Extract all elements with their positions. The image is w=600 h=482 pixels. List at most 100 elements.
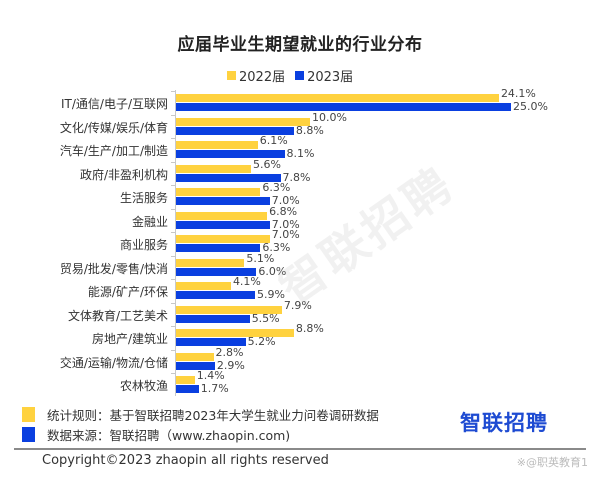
value-label-2023: 25.0% (513, 100, 548, 113)
bar-chart: IT/通信/电子/互联网 24.1% 25.0% 文化/传媒/娱乐/体育 10.0% 8.… (0, 87, 600, 398)
chart-row: 汽车/生产/加工/制造 6.1% 8.1% (0, 134, 600, 162)
bar-2023 (176, 220, 270, 229)
value-label-2022: 7.9% (283, 298, 312, 312)
bar-2023 (176, 197, 270, 205)
value-label-2023: 1.7% (200, 382, 229, 395)
value-label-2022: 4.1% (232, 275, 261, 288)
chart-row: 金融业 6.8% 7.0% (0, 205, 600, 233)
zhaopin-logo: 智联招聘 (460, 411, 548, 435)
value-label-2022: 10.0% (312, 110, 347, 124)
legend-label-2023: 2023届 (307, 70, 354, 85)
category-label: 农林牧渔 (119, 379, 168, 393)
bar-2023 (176, 314, 250, 323)
bar-2022 (176, 141, 258, 149)
category-label: 生活服务 (119, 191, 168, 205)
bar-2022 (176, 164, 252, 173)
bar-2023 (176, 173, 281, 182)
axis-tick (171, 232, 175, 233)
chart-row: 政府/非盈利机构 5.6% 7.8% (0, 158, 600, 186)
legend-item-2022: 2022届 (227, 66, 285, 85)
value-label-2023: 8.1% (286, 147, 315, 160)
chart-row: 农林牧渔 1.4% 1.7% (0, 369, 600, 397)
category-label: 商业服务 (119, 238, 168, 252)
axis-tick (171, 255, 175, 257)
bar-2022 (176, 352, 214, 361)
footer-source: 数据来源：智联招聘（www.zhaopin.com) (22, 425, 290, 444)
value-label-2023: 5.2% (247, 335, 276, 348)
bar-2022 (176, 258, 245, 267)
y-axis-line (175, 90, 176, 396)
source-text: 数据来源：智联招聘（www.zhaopin.com) (47, 428, 291, 443)
bar-2022 (176, 329, 294, 337)
value-label-2022: 5.6% (253, 157, 281, 171)
axis-tick (171, 349, 175, 351)
source-swatch (22, 427, 35, 442)
value-label-2022: 8.8% (295, 322, 324, 335)
value-label-2022: 2.8% (215, 345, 244, 359)
value-label-2022: 6.1% (259, 134, 288, 147)
axis-tick (171, 326, 175, 327)
value-label-2023: 7.8% (282, 170, 311, 184)
value-label-2022: 24.1% (500, 87, 536, 100)
axis-tick (171, 91, 175, 92)
axis-tick (171, 373, 175, 374)
chart-row: 文体教育/工艺美术 7.9% 5.5% (0, 299, 600, 327)
value-label-2023: 2.9% (216, 358, 245, 372)
legend-swatch-2022 (227, 71, 236, 80)
value-label-2023: 5.5% (251, 311, 280, 325)
value-label-2022: 1.4% (196, 369, 225, 382)
credit-watermark: ※@职英教育1 (516, 456, 588, 469)
bar-2023 (176, 338, 246, 346)
bar-2023 (176, 385, 199, 393)
chart-row: 生活服务 6.3% 7.0% (0, 181, 600, 209)
chart-row: 商业服务 7.0% 6.3% (0, 228, 600, 256)
category-label: 政府/非盈利机构 (79, 167, 168, 182)
bar-2023 (176, 126, 294, 135)
category-label: 交通/运输/物流/仓储 (59, 355, 168, 370)
footer-rule: 统计规则：基于智联招聘2023年大学生就业力问卷调研数据 (22, 405, 379, 424)
bar-2022 (176, 188, 261, 196)
bar-2022 (176, 94, 499, 102)
value-label-2023: 8.8% (295, 123, 324, 137)
axis-tick (171, 208, 175, 210)
category-label: IT/通信/电子/互联网 (61, 97, 168, 111)
axis-tick (171, 161, 175, 163)
legend-label-2022: 2022届 (239, 70, 286, 85)
bar-2022 (176, 376, 195, 384)
value-label-2023: 5.9% (257, 288, 285, 301)
category-label: 房地产/建筑业 (91, 332, 168, 346)
chart-row: 交通/运输/物流/仓储 2.8% 2.9% (0, 346, 600, 374)
copyright-text: Copyright©2023 zhaopin all rights reserv… (42, 453, 329, 468)
bar-2023 (176, 244, 261, 252)
legend-swatch-2023 (295, 71, 305, 80)
value-label-2022: 7.0% (271, 228, 300, 241)
bar-2022 (176, 235, 270, 243)
legend-item-2023: 2023届 (295, 66, 353, 85)
rule-swatch (22, 407, 35, 422)
value-label-2023: 7.0% (271, 217, 300, 231)
bar-2022 (176, 211, 268, 220)
category-label: 文体教育/工艺美术 (67, 308, 168, 323)
value-label-2022: 6.3% (262, 181, 291, 194)
category-label: 文化/传媒/娱乐/体育 (59, 120, 168, 135)
footer-divider (14, 448, 586, 450)
bar-2022 (176, 282, 231, 290)
chart-title: 应届毕业生期望就业的行业分布 (177, 35, 423, 55)
bar-2023 (176, 267, 257, 276)
chart-row: 文化/传媒/娱乐/体育 10.0% 8.8% (0, 111, 600, 139)
category-label: 金融业 (131, 214, 168, 229)
axis-tick (171, 279, 175, 280)
axis-tick (171, 302, 175, 304)
category-label: 汽车/生产/加工/制造 (59, 144, 168, 158)
category-label: 能源/矿产/环保 (87, 285, 168, 299)
bar-2023 (176, 150, 285, 158)
bar-2023 (176, 103, 511, 111)
chart-row: 能源/矿产/环保 4.1% 5.9% (0, 275, 600, 303)
value-label-2022: 5.1% (246, 251, 275, 265)
bar-2022 (176, 117, 310, 126)
value-label-2023: 7.0% (271, 194, 300, 207)
axis-tick (171, 138, 175, 139)
chart-row: 房地产/建筑业 8.8% 5.2% (0, 322, 600, 350)
bar-2023 (176, 291, 256, 299)
category-label: 贸易/批发/零售/快消 (59, 261, 168, 276)
